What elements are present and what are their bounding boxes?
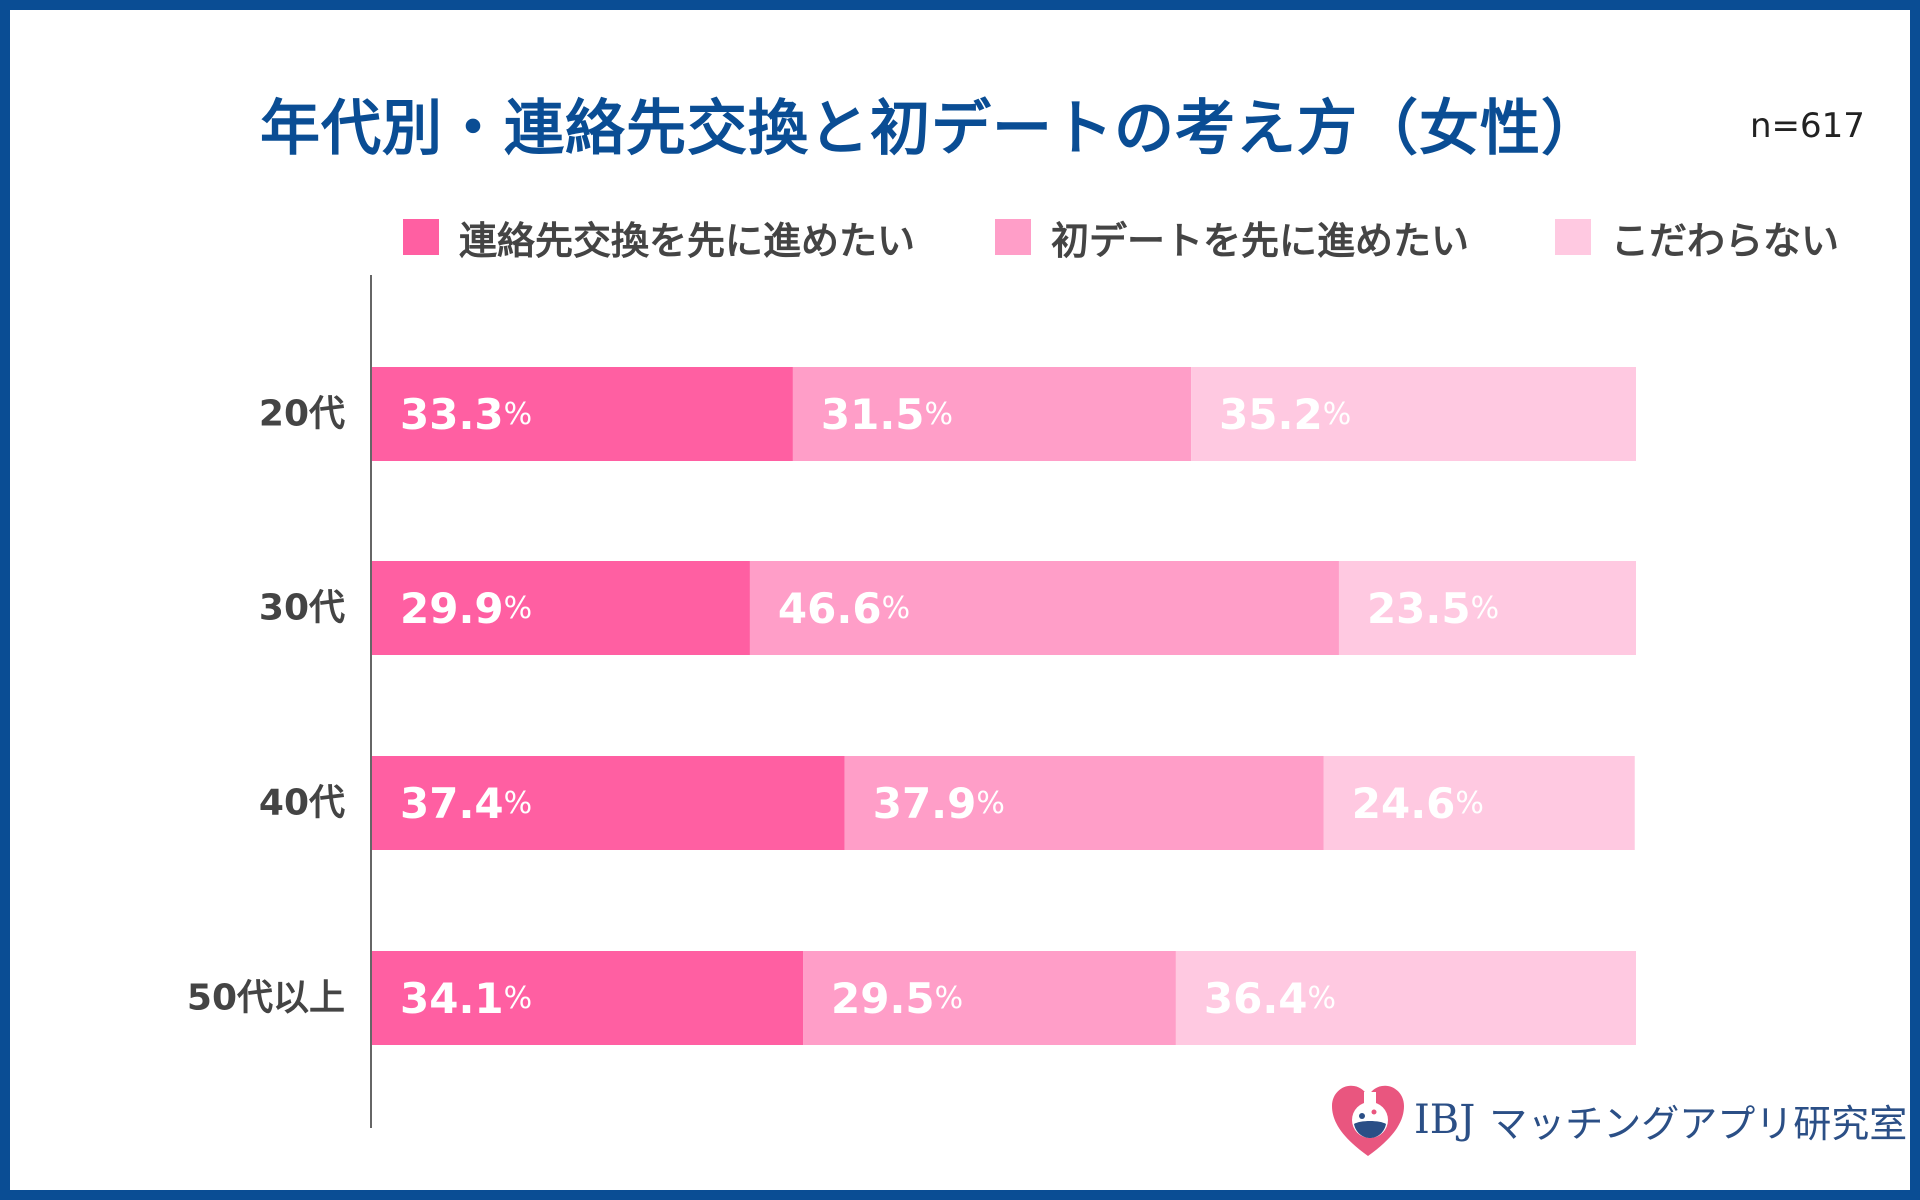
bar-segment	[1338, 561, 1636, 655]
data-label: 35.2%	[1219, 390, 1351, 439]
category-label: 50代以上	[187, 978, 345, 1019]
legend-swatch	[403, 219, 439, 255]
logo: IBJ マッチングアプリ研究室	[1330, 1080, 1907, 1160]
legend-item-contact-first: 連絡先交換を先に進めたい	[403, 212, 916, 263]
data-label: 24.6%	[1352, 779, 1484, 828]
legend-label: 初デートを先に進めたい	[1051, 218, 1470, 263]
data-label: 33.3%	[400, 390, 532, 439]
legend-swatch	[995, 219, 1031, 255]
bar-segment	[1175, 951, 1636, 1045]
logo-text: マッチングアプリ研究室	[1489, 1101, 1908, 1146]
legend-label: こだわらない	[1611, 218, 1840, 263]
data-label: 46.6%	[778, 584, 910, 633]
sample-size: n=617	[1750, 106, 1865, 146]
logo-brand: IBJ	[1414, 1097, 1476, 1143]
data-label: 37.4%	[400, 779, 532, 828]
data-label: 36.4%	[1204, 974, 1336, 1023]
bar-segment	[792, 367, 1192, 461]
bar-segment	[372, 756, 845, 850]
data-label: 29.9%	[400, 584, 532, 633]
legend-label: 連絡先交換を先に進めたい	[459, 218, 916, 263]
chart-title: 年代別・連絡先交換と初デートの考え方（女性）	[260, 94, 1602, 164]
bar-segment	[1323, 756, 1635, 850]
bar-segment	[749, 561, 1339, 655]
data-label: 29.5%	[831, 974, 963, 1023]
bar-segment	[844, 756, 1324, 850]
heart-flask-icon	[1332, 1085, 1404, 1156]
category-label: 20代	[259, 394, 345, 435]
category-label: 40代	[259, 783, 345, 824]
legend-item-date-first: 初デートを先に進めたい	[995, 212, 1470, 263]
data-label: 37.9%	[873, 779, 1005, 828]
stacked-bar-chart: 20代 33.3% 31.5% 35.2% 30代 29.9% 46.6% 23.5% 40代 3…	[187, 275, 1636, 1128]
bar-segment	[803, 951, 1176, 1045]
bar-segment	[372, 951, 804, 1045]
legend-item-no-preference: こだわらない	[1555, 212, 1840, 263]
legend-swatch	[1555, 219, 1591, 255]
bar-segment	[372, 561, 750, 655]
data-label: 34.1%	[400, 974, 532, 1023]
bar-segment	[372, 367, 793, 461]
data-label: 23.5%	[1367, 584, 1499, 633]
data-label: 31.5%	[821, 390, 953, 439]
category-label: 30代	[259, 588, 345, 629]
bar-segment	[1191, 367, 1636, 461]
